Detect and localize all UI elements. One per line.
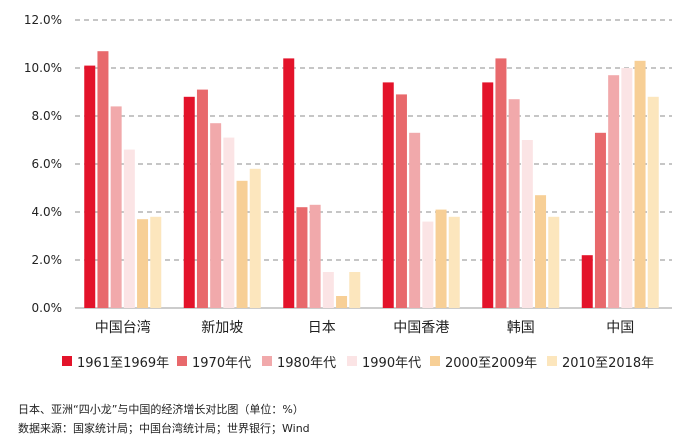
bar [349, 272, 361, 308]
bar [296, 207, 308, 308]
bar [535, 195, 547, 308]
y-tick-label: 10.0% [24, 61, 62, 75]
legend-item: 1970年代 [177, 351, 251, 371]
legend-item: 1961至1969年 [62, 351, 169, 371]
legend-item: 2000至2009年 [430, 351, 537, 371]
bar [283, 58, 295, 309]
bar [435, 209, 447, 308]
bar [608, 75, 620, 308]
bar [621, 68, 633, 308]
x-category-label: 中国香港 [393, 320, 449, 336]
bar [236, 180, 248, 308]
legend-item: 1990年代 [347, 351, 421, 371]
bar [336, 296, 348, 308]
legend-label: 2010至2018年 [562, 355, 655, 371]
y-tick-label: 6.0% [32, 157, 63, 171]
legend-item: 2010至2018年 [547, 351, 654, 371]
data-source: 数据来源：国家统计局；中国台湾统计局；世界银行；Wind [18, 422, 310, 435]
bar [448, 216, 460, 308]
figure-title: 日本、亚洲“四小龙”与中国的经济增长对比图（单位：%） [18, 403, 304, 416]
bar [84, 65, 96, 308]
y-tick-label: 8.0% [32, 109, 63, 123]
bar [249, 168, 261, 308]
legend-swatch [547, 356, 557, 366]
bar [382, 82, 394, 309]
bar-chart: 0.0% 2.0% 4.0% 6.0% 8.0% 10.0% 12.0% 中国台湾 新加坡 日本 中… [24, 13, 672, 336]
legend-item: 1980年代 [262, 351, 336, 371]
bar [548, 216, 560, 308]
y-tick-label: 12.0% [24, 13, 62, 27]
bar [409, 132, 421, 308]
bar [210, 123, 222, 308]
chart-canvas: 0.0% 2.0% 4.0% 6.0% 8.0% 10.0% 12.0% 中国台湾 新加坡 日本 中… [24, 13, 672, 336]
legend-swatch [430, 356, 440, 366]
bar [183, 96, 195, 308]
bar [594, 132, 606, 308]
x-category-label: 中国台湾 [95, 319, 151, 336]
legend-swatch [177, 356, 187, 366]
y-tick-label: 4.0% [32, 205, 63, 219]
legend-swatch [262, 356, 272, 366]
legend-label: 1980年代 [277, 355, 337, 371]
y-tick-label: 0.0% [32, 301, 63, 315]
legend-label: 2000至2009年 [445, 355, 538, 371]
bar [309, 204, 321, 308]
bar [123, 149, 135, 308]
legend-label: 1970年代 [192, 355, 252, 371]
bar [521, 140, 533, 308]
bar [150, 216, 162, 308]
bar [482, 82, 494, 309]
x-category-label: 韩国 [507, 320, 535, 336]
y-tick-label: 2.0% [32, 253, 63, 267]
bar [137, 219, 149, 308]
bar [647, 96, 659, 308]
bar [581, 255, 593, 308]
legend-swatch [62, 356, 72, 366]
legend-label: 1990年代 [362, 355, 422, 371]
bar [322, 272, 334, 308]
bar [495, 58, 507, 309]
bar [223, 137, 235, 308]
legend-label: 1961至1969年 [77, 355, 170, 371]
bar [110, 106, 122, 309]
bar [422, 221, 434, 308]
bar [508, 99, 520, 308]
bar [395, 94, 407, 309]
chart-legend: 1961至1969年 1970年代 1980年代 1990年代 2000至2009年 20… [57, 351, 677, 371]
legend-swatch [347, 356, 357, 366]
bar [97, 51, 109, 308]
x-category-label: 新加坡 [201, 320, 243, 336]
x-category-label: 中国 [606, 320, 634, 336]
x-category-label: 日本 [308, 320, 336, 336]
bar [634, 60, 646, 308]
bar [196, 89, 208, 308]
